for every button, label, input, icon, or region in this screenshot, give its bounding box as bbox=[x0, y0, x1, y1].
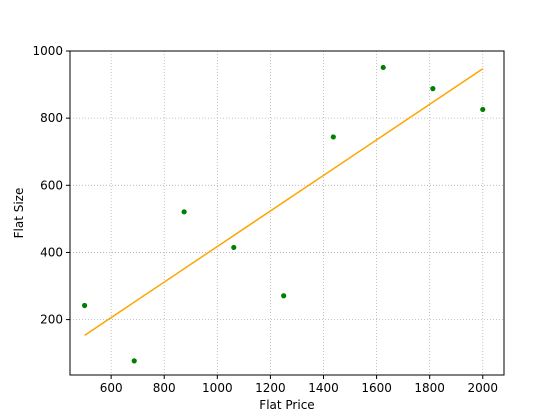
x-tick-label: 1400 bbox=[308, 381, 339, 395]
fit-line-layer bbox=[84, 68, 484, 337]
plot-background bbox=[70, 51, 504, 375]
y-tick-label: 600 bbox=[40, 178, 63, 192]
scatter-points bbox=[81, 64, 486, 364]
scatter-point bbox=[131, 358, 137, 364]
x-axis-label: Flat Price bbox=[259, 398, 314, 412]
fit-line bbox=[84, 68, 484, 337]
scatter-point bbox=[480, 106, 486, 113]
scatter-point bbox=[181, 209, 187, 215]
x-tick-label: 2000 bbox=[467, 381, 498, 395]
x-axis-ticks: 600 800 1000 1200 1400 1600 1800 2000 bbox=[100, 375, 498, 395]
y-tick-label: 400 bbox=[40, 245, 63, 259]
scatter-point bbox=[430, 86, 436, 92]
scatter-point bbox=[281, 293, 287, 299]
scatter-point bbox=[330, 134, 336, 140]
scatter-point bbox=[81, 302, 88, 309]
y-axis-ticks: 200 400 600 800 1000 bbox=[32, 44, 70, 327]
x-tick-label: 600 bbox=[100, 381, 123, 395]
y-tick-label: 1000 bbox=[32, 44, 63, 58]
x-tick-label: 1200 bbox=[255, 381, 286, 395]
scatter-point bbox=[231, 244, 237, 251]
scatter-point bbox=[380, 64, 386, 71]
plot-frame bbox=[69, 50, 505, 376]
x-tick-label: 1600 bbox=[361, 381, 392, 395]
y-axis-label: Flat Size bbox=[12, 188, 26, 239]
x-tick-label: 1800 bbox=[414, 381, 445, 395]
x-tick-label: 800 bbox=[153, 381, 176, 395]
y-tick-label: 200 bbox=[40, 313, 63, 327]
x-tick-label: 1000 bbox=[202, 381, 233, 395]
y-tick-label: 800 bbox=[40, 111, 63, 125]
